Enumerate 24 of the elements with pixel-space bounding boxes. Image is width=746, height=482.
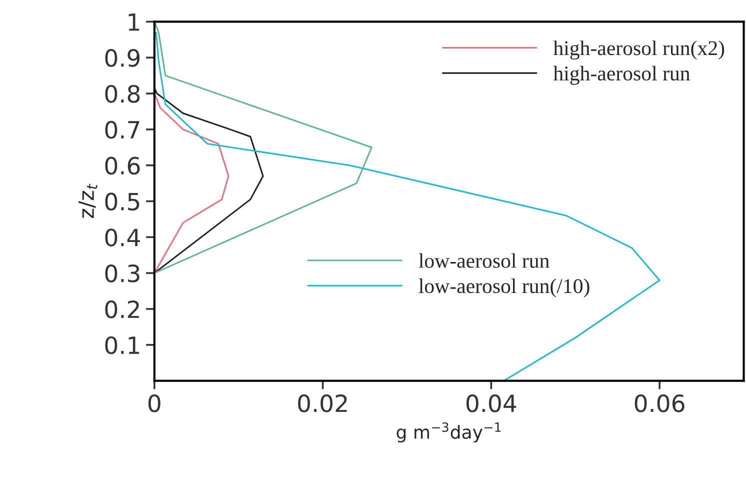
legend-label: low-aerosol run(/10) — [418, 278, 590, 298]
y-tick-label: 0.5 — [105, 192, 140, 211]
y-tick-label: 0.4 — [105, 228, 140, 246]
x-tick-label: 0.04 — [466, 394, 516, 412]
y-tick-label: 0.2 — [105, 300, 139, 318]
y-tick-label: 0.3 — [105, 264, 140, 282]
x-tick-label: 0.02 — [298, 394, 347, 412]
line-series — [154, 22, 372, 274]
x-tick-label: 0.06 — [634, 394, 684, 412]
legend-label: high-aerosol run — [553, 66, 690, 85]
y-tick-label: 0.1 — [105, 336, 140, 354]
y-tick-label: 0.6 — [105, 156, 140, 175]
y-tick-label: 0.9 — [105, 49, 140, 67]
line-series — [155, 32, 660, 381]
line-series — [154, 92, 230, 274]
x-axis-title: g m$^{−3}$day$^{−1}$ — [396, 422, 501, 442]
y-axis-title: z/z$_{t}$ — [78, 184, 98, 218]
line-series — [154, 87, 264, 274]
y-tick-label: 0.8 — [105, 84, 140, 103]
legend-label: high-aerosol run(x2) — [553, 40, 724, 60]
legend-label: low-aerosol run — [418, 253, 550, 268]
y-tick-label: 1 — [128, 13, 140, 31]
y-tick-label: 0.7 — [105, 120, 140, 139]
x-tick-label: 0 — [148, 394, 160, 412]
